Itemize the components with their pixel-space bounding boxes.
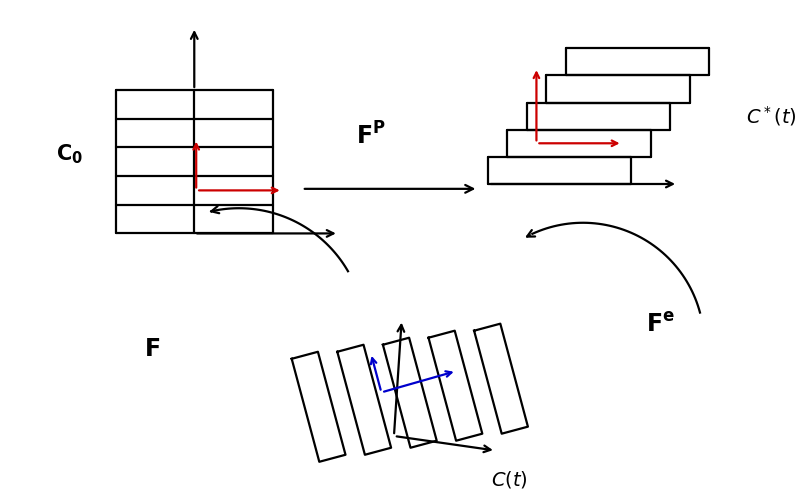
Text: $\mathbf{F}^\mathbf{e}$: $\mathbf{F}^\mathbf{e}$: [646, 312, 674, 337]
Text: $\mathbf{C_0}$: $\mathbf{C_0}$: [55, 143, 83, 166]
Text: $\mathbf{F}$: $\mathbf{F}$: [144, 337, 160, 361]
Text: $C^*(t)$: $C^*(t)$: [745, 104, 796, 128]
Text: $C(t)$: $C(t)$: [490, 469, 527, 490]
Text: $\mathbf{F}^\mathbf{P}$: $\mathbf{F}^\mathbf{P}$: [355, 122, 385, 149]
